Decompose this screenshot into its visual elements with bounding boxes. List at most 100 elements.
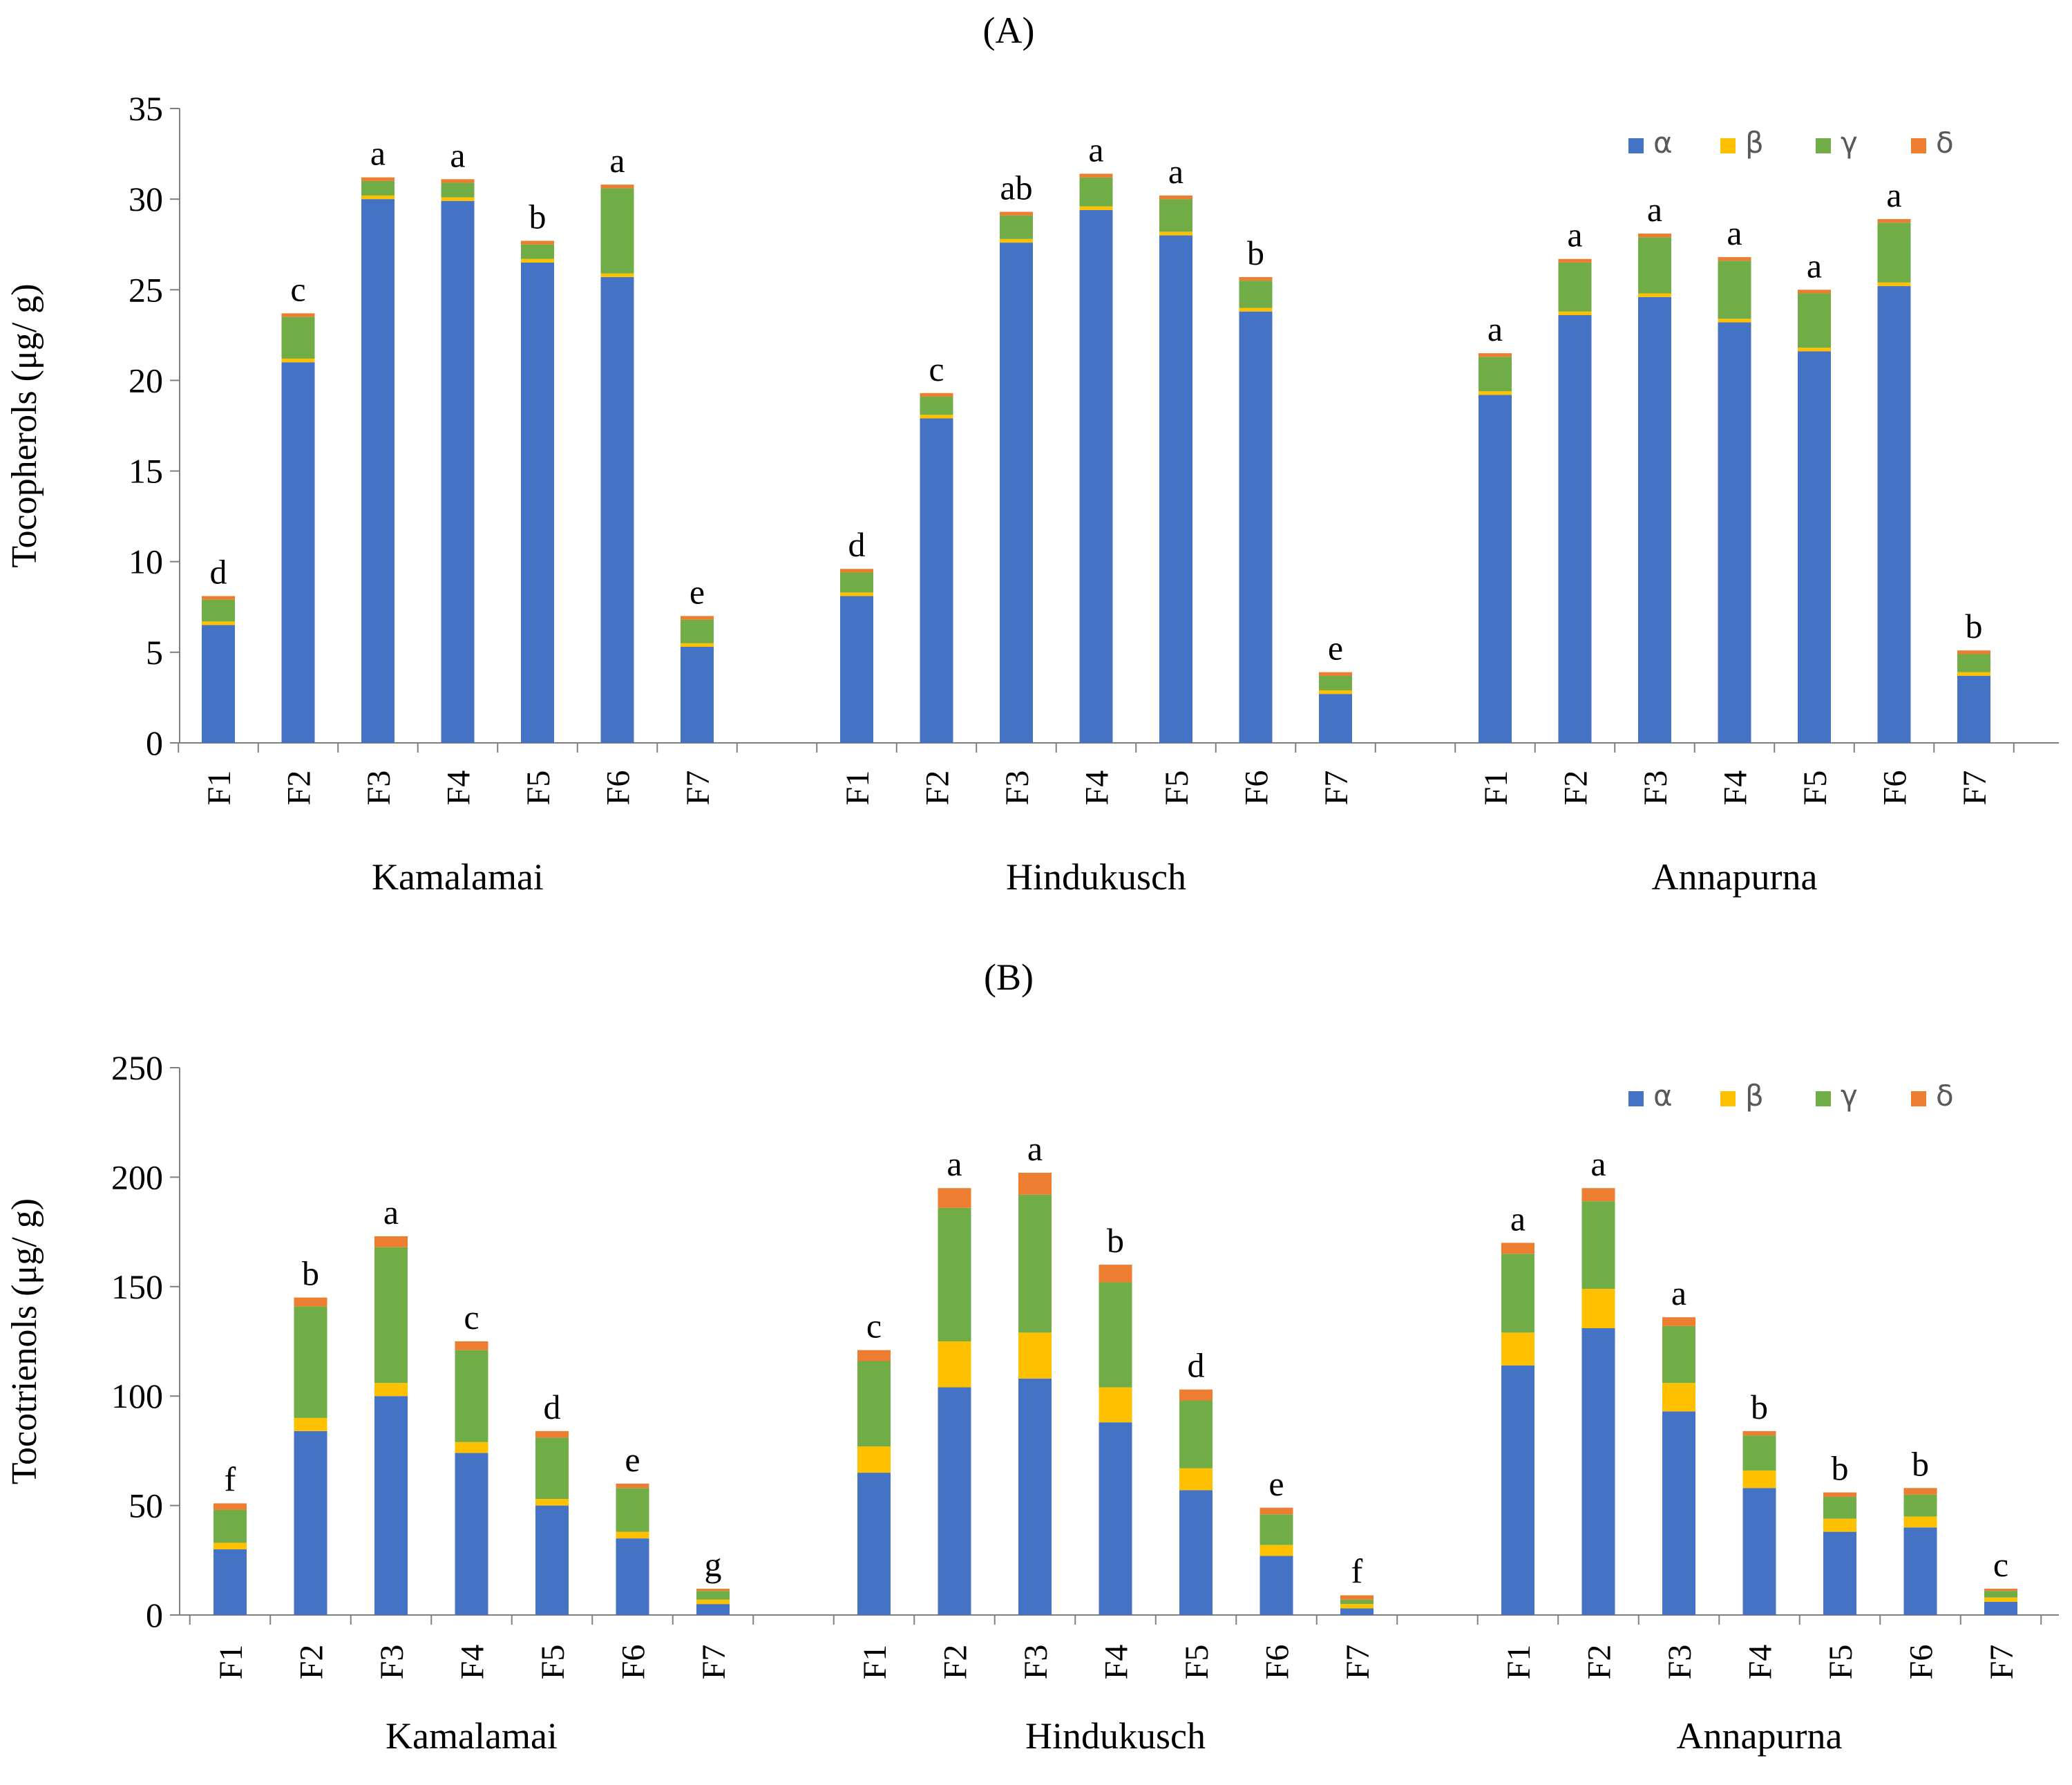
chart1-bar-annapurna-f3-γ [1662,1325,1695,1383]
chart0-bar-hindukusch-f2-β [920,415,953,419]
chart1-category-label: F7 [1984,1645,2020,1680]
chart1-significance-letter: e [1268,1464,1284,1503]
chart0-category-label: F4 [441,771,477,806]
chart0-y-tick-label: 30 [129,180,163,218]
chart1-bar-kamalamai-f4-δ [455,1341,488,1350]
chart1-category-label: F7 [1340,1645,1376,1680]
chart1-bar-annapurna-f3-α [1662,1411,1695,1615]
chart0-bar-kamalamai-f5-α [521,262,554,743]
chart1-significance-letter: a [1510,1199,1526,1238]
chart0-bar-kamalamai-f4-γ [441,182,475,198]
chart1-significance-letter: b [1832,1449,1849,1488]
chart1-y-tick-label: 250 [111,1048,163,1087]
chart0-bar-hindukusch-f4-α [1079,209,1113,743]
chart1-bar-hindukusch-f5-α [1179,1490,1213,1615]
chart1-category-label: F6 [1260,1645,1296,1680]
chart0-category-label: F6 [1877,771,1914,806]
chart1-bar-hindukusch-f1-δ [857,1350,891,1361]
chart0-bar-hindukusch-f6-β [1239,308,1273,312]
chart0-legend-swatch-β [1720,138,1736,153]
chart0-y-tick-label: 0 [146,724,163,762]
chart0-bar-annapurna-f7-β [1957,672,1990,676]
chart0-significance-letter: a [1807,246,1822,285]
chart0-bar-hindukusch-f5-α [1159,235,1192,744]
chart1-bar-hindukusch-f3-δ [1018,1173,1052,1195]
chart1-y-axis-label: Tocotrienols (μg/ g) [5,1198,44,1484]
chart1-group-label: Annapurna [1677,1715,1843,1757]
chart1-significance-letter: a [1590,1144,1606,1183]
chart0-bar-kamalamai-f3-γ [361,180,395,196]
chart1-bar-kamalamai-f3-δ [374,1236,408,1247]
chart1-bar-kamalamai-f1-δ [213,1503,247,1510]
chart0-y-tick-label: 20 [129,361,163,399]
chart1-significance-letter: d [544,1388,561,1426]
chart0-bar-kamalamai-f2-α [281,362,315,743]
chart1-category-label: F2 [294,1645,330,1680]
chart1-bar-annapurna-f7-δ [1984,1588,2017,1592]
chart0-significance-letter: e [690,572,705,611]
chart1-bar-kamalamai-f7-γ [696,1591,730,1600]
chart1-bar-hindukusch-f7-γ [1340,1599,1374,1605]
chart0-bar-hindukusch-f5-γ [1159,199,1192,232]
chart1-bar-kamalamai-f4-α [455,1453,488,1615]
chart0-bar-hindukusch-f1-δ [840,569,873,573]
chart0-category-label: F3 [1637,771,1674,806]
chart0-significance-letter: b [1247,234,1264,272]
chart0-significance-letter: c [290,270,305,308]
chart0-category-label: F6 [600,771,637,806]
chart0-bar-annapurna-f2-δ [1558,258,1592,263]
chart0-legend-swatch-α [1628,138,1644,153]
chart1-bar-kamalamai-f3-γ [374,1247,408,1383]
chart1-bar-annapurna-f2-δ [1581,1188,1615,1202]
chart1-bar-hindukusch-f6-δ [1260,1507,1293,1515]
chart0-significance-letter: b [529,197,546,236]
chart1-category-label: F1 [857,1645,893,1680]
chart0-bar-kamalamai-f3-α [361,199,395,744]
chart1-significance-letter: b [1751,1388,1768,1426]
chart1-bar-kamalamai-f2-δ [294,1297,327,1307]
chart1-bar-kamalamai-f3-α [374,1396,408,1615]
chart0-bar-annapurna-f4-δ [1718,257,1751,261]
chart1-bar-hindukusch-f7-α [1340,1608,1374,1615]
chart1-bar-kamalamai-f4-β [455,1442,488,1453]
chart1-legend-label-α: α [1653,1079,1673,1113]
chart1-significance-letter: b [1107,1221,1124,1260]
chart1-bar-kamalamai-f6-α [616,1538,649,1615]
chart0-bar-annapurna-f6-δ [1877,218,1911,223]
chart0-bar-kamalamai-f3-β [361,195,395,200]
chart0-bar-hindukusch-f3-δ [1000,211,1033,216]
chart0-significance-letter: d [848,525,866,564]
chart1-bar-kamalamai-f1-γ [213,1509,247,1543]
chart1-bar-kamalamai-f6-β [616,1531,649,1539]
chart0-category-label: F1 [839,771,876,806]
chart0-bar-kamalamai-f2-β [281,358,315,363]
chart1-category-label: F5 [1823,1645,1859,1680]
chart0-bar-hindukusch-f3-α [1000,243,1033,743]
chart0-category-label: F7 [1318,771,1355,806]
chart0-bar-annapurna-f2-α [1558,315,1592,743]
chart1-significance-letter: d [1188,1346,1205,1385]
chart0-category-label: F1 [1478,771,1514,806]
chart1-category-label: F4 [455,1645,491,1680]
chart1-bar-hindukusch-f7-β [1340,1604,1374,1609]
chart0-bar-annapurna-f1-α [1479,395,1512,743]
chart1-group-label: Kamalamai [386,1715,558,1757]
chart1-bar-kamalamai-f5-α [535,1505,569,1615]
chart1-significance-letter: c [464,1298,479,1337]
chart0-bar-annapurna-f6-β [1877,282,1911,287]
chart0-y-tick-label: 10 [129,542,163,581]
chart0-bar-hindukusch-f4-δ [1079,173,1113,178]
chart0-bar-hindukusch-f1-α [840,596,873,743]
chart1-significance-letter: f [225,1460,236,1498]
chart0-bar-annapurna-f5-α [1798,351,1831,743]
chart0-significance-letter: c [929,350,944,388]
chart0-legend-swatch-γ [1816,138,1831,153]
chart0-significance-letter: ab [1000,169,1032,207]
chart1-bar-hindukusch-f3-β [1018,1332,1052,1379]
chart0-category-label: F5 [520,771,557,806]
chart1-category-label: F5 [535,1645,571,1680]
chart1-significance-letter: b [1912,1444,1929,1483]
chart0-bar-kamalamai-f7-β [681,643,714,647]
